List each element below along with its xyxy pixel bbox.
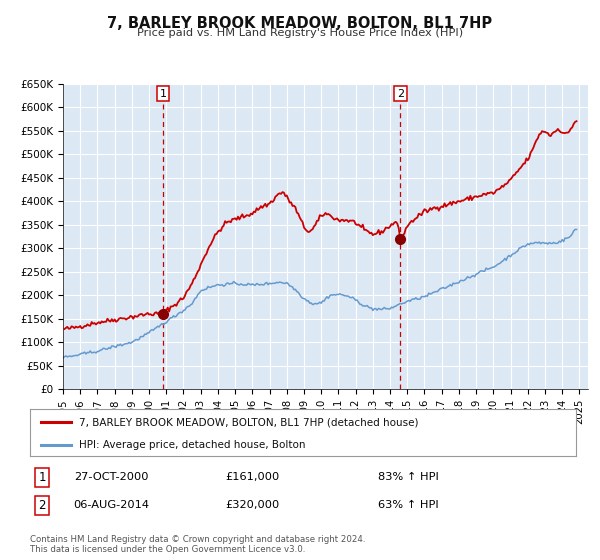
Text: 2: 2 [38,498,46,512]
Text: 2: 2 [397,88,404,99]
Text: 7, BARLEY BROOK MEADOW, BOLTON, BL1 7HP (detached house): 7, BARLEY BROOK MEADOW, BOLTON, BL1 7HP … [79,417,419,427]
Text: 1: 1 [38,470,46,484]
Text: This data is licensed under the Open Government Licence v3.0.: This data is licensed under the Open Gov… [30,545,305,554]
Text: 63% ↑ HPI: 63% ↑ HPI [377,500,439,510]
Text: Contains HM Land Registry data © Crown copyright and database right 2024.: Contains HM Land Registry data © Crown c… [30,535,365,544]
Text: 06-AUG-2014: 06-AUG-2014 [73,500,149,510]
Text: £161,000: £161,000 [225,472,279,482]
Text: Price paid vs. HM Land Registry's House Price Index (HPI): Price paid vs. HM Land Registry's House … [137,28,463,38]
Text: 27-OCT-2000: 27-OCT-2000 [74,472,148,482]
Text: 7, BARLEY BROOK MEADOW, BOLTON, BL1 7HP: 7, BARLEY BROOK MEADOW, BOLTON, BL1 7HP [107,16,493,31]
Text: 83% ↑ HPI: 83% ↑ HPI [377,472,439,482]
Text: £320,000: £320,000 [225,500,279,510]
Text: HPI: Average price, detached house, Bolton: HPI: Average price, detached house, Bolt… [79,440,305,450]
Text: 1: 1 [160,88,167,99]
